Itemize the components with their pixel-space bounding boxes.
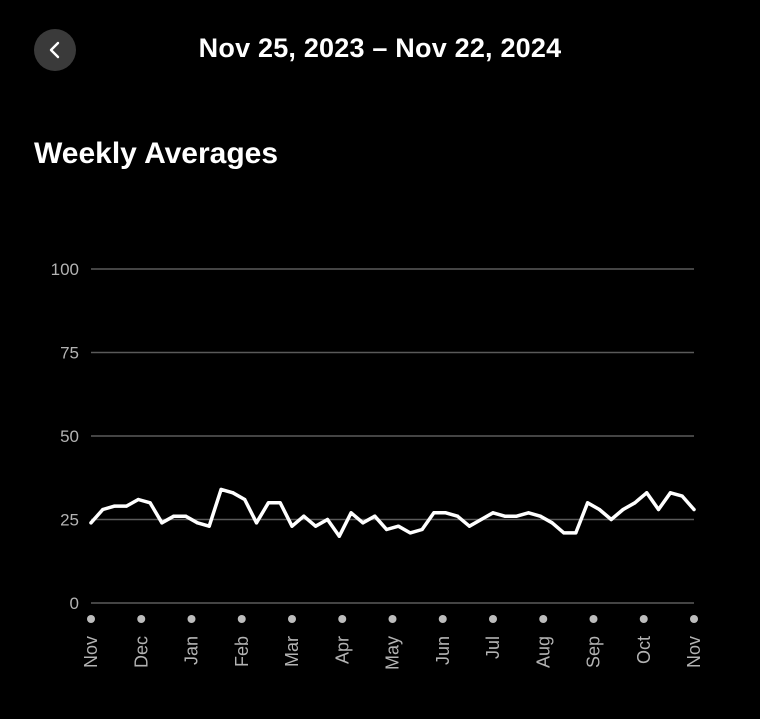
x-tick-dot: [237, 615, 246, 623]
y-tick-label: 100: [51, 260, 79, 279]
data-point: [160, 521, 164, 525]
chevron-left-icon: [49, 41, 60, 59]
data-point: [432, 511, 436, 515]
date-range-title: Nov 25, 2023 – Nov 22, 2024: [198, 33, 562, 63]
x-tick-dot: [87, 615, 95, 623]
data-point: [148, 501, 152, 505]
data-point: [550, 521, 554, 525]
data-point: [408, 531, 412, 535]
x-tick-dot: [589, 615, 598, 623]
y-tick-label: 25: [60, 511, 79, 530]
section-title: Weekly Averages: [34, 137, 279, 170]
data-point: [656, 507, 661, 512]
data-point: [278, 501, 282, 505]
x-tick-dot: [539, 615, 548, 623]
data-point: [113, 504, 117, 508]
x-tick-label: Oct: [634, 636, 654, 664]
data-point: [384, 527, 389, 532]
y-tick-label: 0: [70, 594, 79, 613]
data-point: [455, 514, 460, 518]
data-point: [396, 524, 401, 528]
data-point: [467, 524, 471, 528]
x-tick-dot: [690, 615, 698, 623]
data-point: [325, 517, 330, 522]
data-point: [231, 491, 235, 495]
x-tick-label: Feb: [232, 636, 252, 667]
data-point: [266, 501, 270, 505]
data-point: [136, 497, 140, 502]
series-line: [89, 487, 696, 538]
x-tick-dot: [137, 615, 146, 623]
x-tick-label: Jul: [483, 636, 503, 659]
x-tick-label: Apr: [332, 636, 352, 664]
data-point: [207, 524, 211, 528]
x-tick-dot: [388, 615, 397, 623]
data-point: [89, 521, 93, 525]
x-tick-dot: [438, 615, 447, 623]
data-point: [302, 514, 306, 518]
data-point: [538, 514, 542, 518]
x-tick-dot: [338, 615, 347, 623]
x-tick-dot: [288, 615, 296, 623]
x-tick-label: Mar: [282, 636, 302, 667]
data-point: [290, 524, 294, 528]
x-tick-label: Nov: [684, 636, 704, 668]
x-tick-label: Sep: [584, 636, 604, 668]
x-tick-label: Dec: [131, 636, 151, 668]
data-point: [585, 501, 590, 505]
x-tick-label: Aug: [533, 636, 553, 668]
x-tick-label: Nov: [81, 636, 101, 668]
data-point: [668, 491, 672, 495]
data-point: [491, 511, 495, 515]
data-point: [562, 531, 566, 535]
data-point: [195, 521, 200, 525]
data-point: [515, 514, 519, 518]
data-point: [621, 507, 625, 512]
x-tick-dot: [187, 615, 196, 623]
x-tick-dot: [639, 615, 648, 623]
data-point: [172, 514, 176, 518]
data-point: [609, 517, 613, 522]
x-tick-label: Jan: [182, 636, 202, 665]
data-point: [373, 514, 377, 518]
data-point: [503, 514, 507, 518]
data-point: [645, 491, 649, 495]
data-point: [349, 511, 353, 515]
x-tick-dot: [489, 615, 497, 623]
data-point: [420, 527, 424, 532]
back-button[interactable]: [34, 29, 76, 71]
data-point: [219, 487, 223, 492]
x-tick-label: Jun: [433, 636, 453, 665]
data-point: [101, 507, 105, 512]
y-tick-label: 50: [60, 427, 79, 446]
data-point: [680, 494, 684, 498]
data-point: [597, 507, 602, 512]
data-point: [479, 517, 483, 522]
header-bar: Nov 25, 2023 – Nov 22, 2024: [0, 0, 760, 100]
data-point: [243, 497, 247, 502]
data-point: [361, 521, 365, 525]
data-point: [254, 521, 259, 525]
data-point: [526, 511, 531, 515]
data-point: [633, 501, 637, 505]
data-point: [183, 514, 188, 518]
y-tick-label: 75: [60, 344, 79, 363]
data-point: [314, 524, 318, 528]
data-point: [692, 507, 696, 512]
data-point: [574, 531, 578, 535]
data-point: [444, 511, 448, 515]
x-tick-label: May: [383, 636, 403, 670]
data-point: [124, 504, 129, 508]
data-point: [337, 534, 341, 538]
